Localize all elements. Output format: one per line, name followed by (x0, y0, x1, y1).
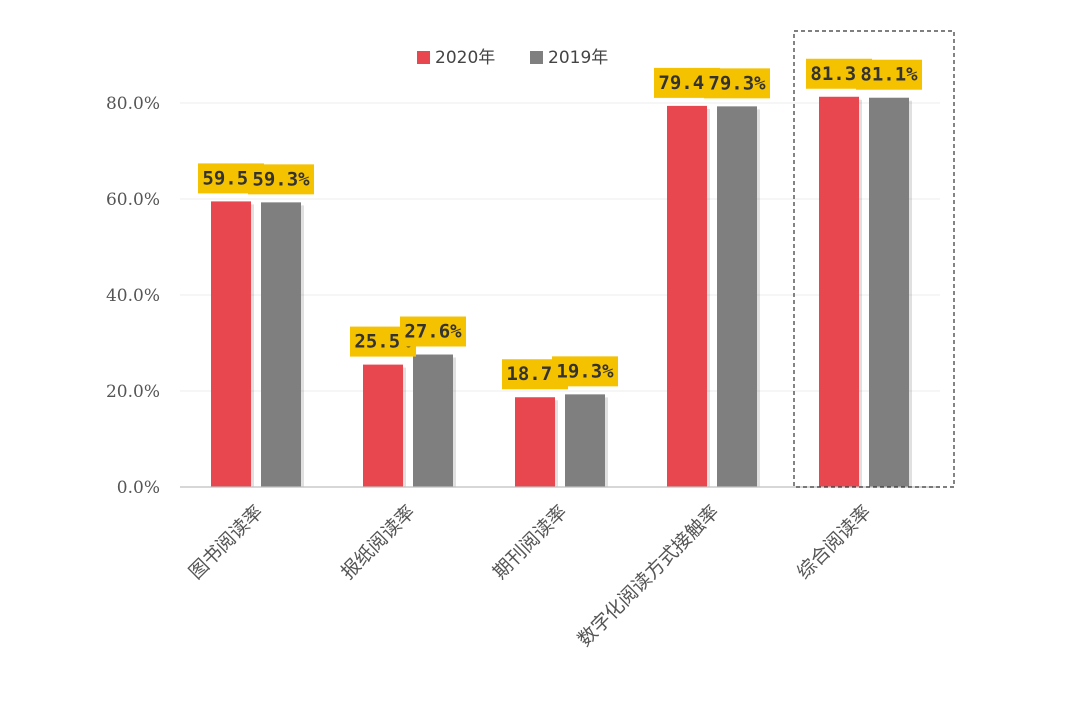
data-label: 18.7% (506, 363, 564, 385)
bar-2019 (261, 202, 301, 488)
data-label: 59.3% (252, 168, 310, 190)
y-tick-label: 60.0% (106, 190, 160, 210)
x-category-label: 综合阅读率 (793, 501, 876, 584)
bar-2020 (819, 96, 859, 487)
x-axis: 图书阅读率 报纸阅读率 期刊阅读率 数字化阅读方式接触率 综合阅读率 (180, 486, 940, 651)
bar-2019 (413, 354, 453, 487)
data-label-bg (552, 356, 618, 387)
legend-swatch-2019 (530, 51, 543, 64)
y-tick-label: 80.0% (106, 94, 160, 114)
data-label-bg (248, 164, 314, 195)
y-tick-label: 0.0% (117, 478, 160, 498)
y-tick-label: 40.0% (106, 286, 160, 306)
data-labels: 59.5%59.3% 25.5%27.6% 18.7%19.3% 79.4%79.3%… (198, 58, 922, 390)
legend-swatch-2020 (417, 51, 430, 64)
data-label: 27.6% (404, 321, 462, 343)
y-axis: 0.0% 20.0% 40.0% 60.0% 80.0% (106, 94, 160, 498)
bar-2019 (869, 97, 909, 487)
data-label: 19.3% (556, 360, 614, 382)
x-category-label: 期刊阅读率 (489, 501, 572, 584)
bar-2019 (565, 394, 605, 487)
bar-2020 (667, 105, 707, 487)
legend: 2020年 2019年 (417, 48, 608, 68)
data-label-bg (400, 316, 466, 347)
data-label-bg (856, 59, 922, 90)
gridlines (180, 102, 940, 392)
data-label-bg (704, 68, 770, 99)
legend-label: 2020年 (435, 48, 495, 68)
x-category-label: 图书阅读率 (185, 501, 268, 584)
bar-2019 (717, 106, 757, 488)
data-label: 25.5% (354, 331, 412, 353)
data-label: 81.3% (810, 63, 868, 85)
x-category-label: 数字化阅读方式接触率 (574, 501, 724, 651)
bar-2020 (363, 364, 403, 487)
legend-label: 2019年 (548, 48, 608, 68)
x-category-label: 报纸阅读率 (337, 501, 420, 584)
highlight-frame (793, 30, 955, 488)
data-label: 59.5% (202, 167, 260, 189)
y-tick-label: 20.0% (106, 382, 160, 402)
data-label: 79.3% (708, 72, 766, 94)
data-label: 79.4% (658, 72, 716, 94)
data-label: 81.1% (860, 64, 918, 86)
bar-2020 (211, 201, 251, 487)
highlight-box (793, 30, 955, 488)
bar-2020 (515, 397, 555, 487)
bars (211, 96, 912, 488)
